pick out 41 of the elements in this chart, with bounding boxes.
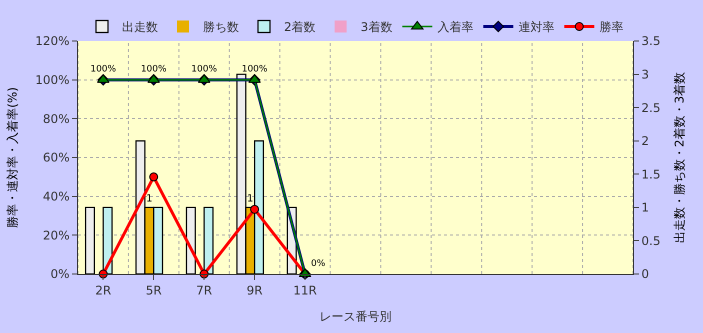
y2-axis-title: 出走数・勝ち数・2着数・3着数 [672, 72, 686, 244]
y-axis-title: 勝率・連対率・入着率(%) [6, 87, 20, 228]
y2-tick-label: 2.5 [641, 100, 660, 115]
x-tick-label: 11R [293, 283, 317, 298]
legend-label: 入着率 [437, 20, 474, 34]
x-tick-label: 7R [196, 283, 212, 298]
x-tick-label: 9R [246, 283, 263, 298]
x-tick-label: 5R [146, 283, 162, 298]
bar [84, 206, 95, 274]
legend-label: 出走数 [122, 20, 158, 34]
point [149, 172, 158, 182]
y2-tick-label: 0 [641, 267, 650, 282]
y-tick-label: 60% [42, 150, 70, 165]
y2-tick-label: 2 [641, 134, 650, 148]
y2-tick-label: 3 [641, 67, 650, 82]
x-axis-title: レース番号別 [320, 309, 392, 324]
legend-label: 勝率 [599, 20, 624, 34]
point [250, 204, 260, 214]
data-label: 1 [246, 193, 254, 204]
legend-label: 2着数 [284, 20, 316, 34]
bar [186, 206, 196, 274]
data-label: 1 [146, 193, 152, 204]
y-tick-label: 80% [42, 112, 70, 126]
y-tick-label: 20% [42, 228, 70, 242]
y2-tick-label: 3.5 [641, 34, 660, 48]
y-tick-label: 0% [50, 267, 70, 282]
y-tick-label: 100% [35, 73, 70, 88]
data-label: 100% [242, 64, 268, 75]
x-tick-label: 2R [95, 283, 112, 298]
data-label: 0% [311, 258, 326, 269]
data-label: 100% [90, 64, 117, 75]
legend-label: 3着数 [360, 20, 392, 34]
y-tick-label: 40% [42, 190, 70, 204]
legend-label: 連対率 [518, 20, 554, 34]
legend-label: 勝ち数 [203, 20, 239, 34]
data-label: 100% [191, 64, 218, 75]
y2-tick-label: 0.5 [641, 234, 660, 248]
y2-tick-label: 1 [641, 200, 650, 215]
y2-tick-label: 1.5 [641, 167, 660, 182]
y-tick-label: 120% [35, 34, 70, 48]
data-label: 100% [140, 64, 167, 75]
